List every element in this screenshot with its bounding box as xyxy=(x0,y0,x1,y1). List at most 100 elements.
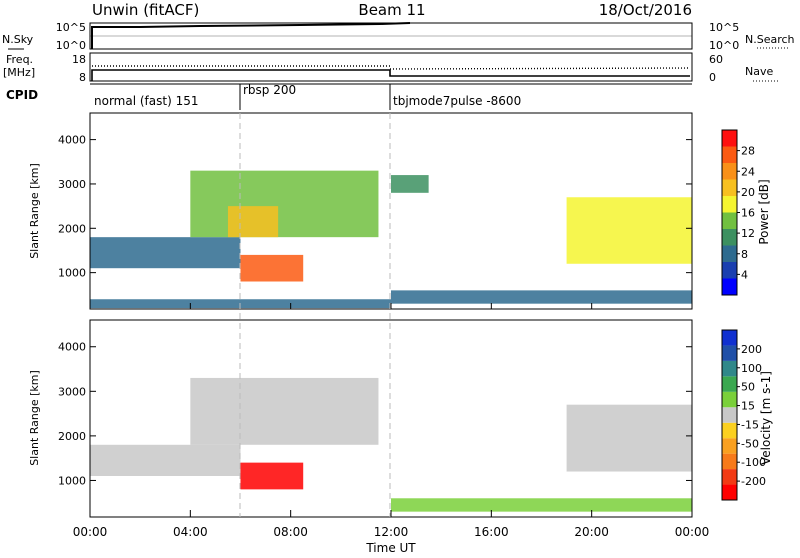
velocity-colorbar-swatch xyxy=(722,422,737,439)
velocity-y-tick-label: 1000 xyxy=(58,474,86,487)
nave-trace xyxy=(92,65,691,70)
x-tick-label: 04:00 xyxy=(173,525,208,539)
power-y-tick-label: 2000 xyxy=(58,222,86,235)
velocity-colorbar-tick-label: -50 xyxy=(741,437,759,450)
freq-label-line2: [MHz] xyxy=(3,66,35,79)
cpid-segment-1: normal (fast) 151 xyxy=(94,94,198,108)
power-colorbar-tick-label: 20 xyxy=(741,186,755,199)
power-colorbar-swatch xyxy=(722,262,737,279)
power-colorbar: 4 8 12 16 20 24 28 xyxy=(721,129,755,296)
velocity-colorbar-label: Velocity [m s-1] xyxy=(759,371,773,465)
nsky-tick-bottom: 10^0 xyxy=(56,39,86,52)
power-colorbar-label: Power [dB] xyxy=(757,179,771,244)
power-colorbar-swatch xyxy=(722,146,737,163)
velocity-y-ticks: 1000 2000 3000 4000 xyxy=(58,341,692,487)
nsky-tick-top: 10^5 xyxy=(56,21,86,34)
x-axis-ticks: 00:00 04:00 08:00 12:00 16:00 20:00 00:00 xyxy=(73,303,710,539)
x-tick-label: 00:00 xyxy=(675,525,710,539)
velocity-colorbar-swatch xyxy=(722,330,737,346)
nave-label: Nave xyxy=(745,65,773,78)
power-colorbar-swatch xyxy=(722,229,737,246)
power-y-tick-label: 4000 xyxy=(58,134,86,147)
power-colorbar-tick-label: 12 xyxy=(741,227,755,240)
power-data-layer xyxy=(90,170,692,309)
cpid-segment-3: tbjmode7pulse -8600 xyxy=(393,94,521,108)
freq-trace xyxy=(91,69,690,81)
velocity-colorbar-swatch xyxy=(722,407,737,423)
velocity-panel: Slant Range [km] 1000 2000 3000 4000 xyxy=(28,319,693,518)
cpid-label: CPID xyxy=(6,88,38,102)
power-colorbar-swatch xyxy=(722,163,737,180)
power-panel: Slant Range [km] 1000 2000 3000 4000 xyxy=(28,112,693,310)
velocity-scatter-region-3 xyxy=(391,498,692,512)
power-scatter-region-3 xyxy=(227,206,279,238)
nsky-label: N.Sky xyxy=(2,33,34,46)
freq-label-line1: Freq. xyxy=(6,53,33,66)
x-tick-label: 20:00 xyxy=(574,525,609,539)
power-scatter-region-2 xyxy=(190,170,379,238)
power-scatter-region-6 xyxy=(391,175,429,193)
velocity-colorbar-tick-label: -15 xyxy=(741,418,759,431)
title-center: Beam 11 xyxy=(358,1,425,19)
nsky-right-tick-bottom: 10^0 xyxy=(709,39,739,52)
power-colorbar-tick-label: 24 xyxy=(741,165,755,178)
power-colorbar-swatch xyxy=(722,278,737,295)
velocity-colorbar-swatch xyxy=(722,484,737,500)
freq-right-tick-top: 60 xyxy=(709,53,723,66)
velocity-colorbar-tick-label: 100 xyxy=(741,362,762,375)
velocity-colorbar-swatch xyxy=(722,469,737,485)
velocity-colorbar-swatch xyxy=(722,345,737,361)
velocity-colorbar: -200 -100 -50 -15 15 50 100 200 xyxy=(721,329,766,501)
power-colorbar-tick-label: 4 xyxy=(741,268,748,281)
velocity-colorbar-swatch xyxy=(722,438,737,454)
nsky-trace xyxy=(91,22,411,49)
power-y-tick-label: 1000 xyxy=(58,267,86,280)
velocity-colorbar-tick-label: 15 xyxy=(741,400,755,413)
nsky-right-tick-top: 10^5 xyxy=(709,21,739,34)
velocity-colorbar-tick-label: 200 xyxy=(741,343,762,356)
power-scatter-region-4 xyxy=(240,254,304,282)
power-colorbar-tick-label: 28 xyxy=(741,145,755,158)
x-tick-label: 16:00 xyxy=(474,525,509,539)
x-axis-label: Time UT xyxy=(365,541,416,554)
velocity-colorbar-swatch xyxy=(722,453,737,470)
velocity-colorbar-frame xyxy=(721,329,738,501)
x-tick-label: 12:00 xyxy=(374,525,409,539)
power-y-tick-label: 3000 xyxy=(58,178,86,191)
power-ylabel: Slant Range [km] xyxy=(28,163,41,259)
freq-tick-bottom: 8 xyxy=(79,71,86,84)
velocity-scatter-region-2 xyxy=(240,462,304,490)
power-scatter-region-5 xyxy=(391,290,692,304)
x-tick-label: 08:00 xyxy=(273,525,308,539)
velocity-scatter-region-1 xyxy=(190,377,379,445)
power-colorbar-swatch xyxy=(722,212,737,229)
velocity-y-tick-label: 4000 xyxy=(58,341,86,354)
power-colorbar-swatch xyxy=(722,130,737,147)
power-y-ticks: 1000 2000 3000 4000 xyxy=(58,134,692,280)
velocity-scatter-region-0 xyxy=(90,444,241,476)
velocity-colorbar-tick-label: 50 xyxy=(741,381,755,394)
power-colorbar-tick-label: 16 xyxy=(741,207,755,220)
velocity-colorbar-swatch xyxy=(722,376,737,392)
cpid-segment-2: rbsp 200 xyxy=(243,83,296,97)
velocity-ylabel: Slant Range [km] xyxy=(28,370,41,466)
power-colorbar-swatch xyxy=(722,196,737,213)
velocity-y-tick-label: 2000 xyxy=(58,430,86,443)
velocity-colorbar-tick-label: -200 xyxy=(741,475,766,488)
power-colorbar-swatch xyxy=(722,245,737,262)
velocity-colorbar-tick-label: -100 xyxy=(741,456,766,469)
nsearch-label: N.Search xyxy=(745,33,795,46)
power-scatter-region-7 xyxy=(566,197,692,264)
power-colorbar-swatch xyxy=(722,179,737,196)
velocity-y-tick-label: 3000 xyxy=(58,385,86,398)
power-colorbar-tick-label: 8 xyxy=(741,248,748,261)
velocity-colorbar-swatch xyxy=(722,391,737,408)
x-tick-label: 00:00 xyxy=(73,525,108,539)
title-left: Unwin (fitACF) xyxy=(92,1,199,19)
velocity-colorbar-swatch xyxy=(722,360,737,377)
velocity-data-layer xyxy=(90,377,692,512)
title-right: 18/Oct/2016 xyxy=(599,1,692,19)
power-scatter-region-0 xyxy=(90,237,241,269)
